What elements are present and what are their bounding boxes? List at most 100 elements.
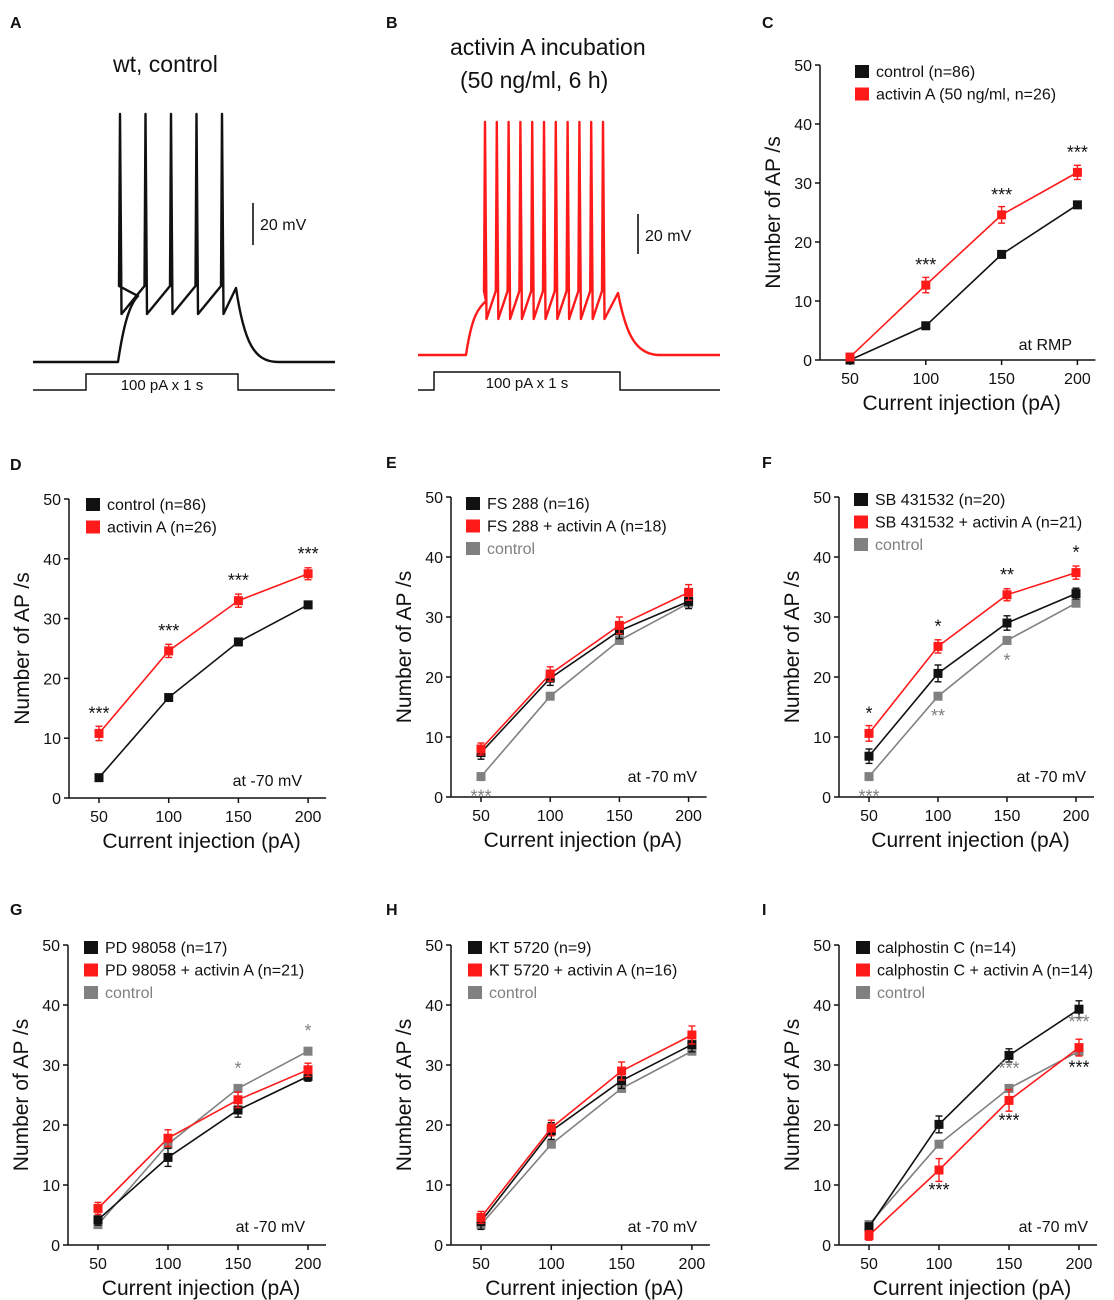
legend-swatch <box>466 542 480 555</box>
significance-stars: * <box>1003 650 1010 670</box>
significance-stars: *** <box>1068 1012 1089 1032</box>
series-2 <box>845 164 1082 362</box>
legend-swatch <box>856 986 870 999</box>
legend-swatch <box>468 963 482 977</box>
y-tick-label: 0 <box>52 791 61 808</box>
x-axis-title: Current injection (pA) <box>873 1277 1071 1300</box>
data-point <box>476 772 486 782</box>
y-tick-label: 30 <box>813 610 831 627</box>
significance-stars: * <box>934 616 941 636</box>
legend-label: KT 5720 + activin A (n=16) <box>489 963 677 980</box>
data-point <box>1004 1083 1014 1093</box>
significance-stars: *** <box>998 1110 1019 1130</box>
x-axis-title: Current injection (pA) <box>871 829 1069 852</box>
legend-swatch <box>86 520 100 534</box>
data-point <box>1071 589 1081 599</box>
legend-label: control <box>487 541 535 558</box>
y-axis-title: Number of AP /s <box>393 1019 416 1172</box>
data-point <box>614 620 624 630</box>
data-point <box>933 641 943 651</box>
x-tick-label: 100 <box>912 371 939 388</box>
data-point <box>933 668 943 678</box>
series-3 <box>93 1046 313 1230</box>
legend-swatch <box>854 515 868 529</box>
data-point <box>546 1123 556 1133</box>
stimulus-step <box>33 373 335 391</box>
y-tick-label: 40 <box>42 998 60 1015</box>
panel-letter: G <box>10 902 22 919</box>
data-point <box>864 1230 874 1240</box>
series-line <box>98 573 309 734</box>
data-point <box>997 210 1007 220</box>
x-tick-label: 200 <box>1064 371 1091 388</box>
x-tick-label: 150 <box>225 809 252 826</box>
series-1 <box>93 1070 313 1226</box>
data-point <box>545 669 555 679</box>
chart-panel-d: D 0 10 20 30 40 50 50 100 150 200 Current injection… <box>10 457 327 853</box>
significance-stars: *** <box>298 544 319 564</box>
significance-stars: * <box>865 703 872 723</box>
significance-stars: *** <box>991 185 1012 205</box>
data-point <box>921 321 931 331</box>
series-line <box>97 1075 309 1221</box>
data-point <box>864 772 874 782</box>
series-3 <box>476 1046 697 1230</box>
legend-swatch <box>856 963 870 977</box>
series-3 <box>476 598 694 782</box>
data-point <box>1004 1050 1014 1060</box>
y-tick-label: 20 <box>425 670 443 687</box>
x-tick-label: 200 <box>295 809 322 826</box>
data-point <box>1074 1043 1084 1053</box>
panel-letter: I <box>762 902 766 919</box>
x-tick-label: 100 <box>155 809 182 826</box>
y-tick-label: 40 <box>813 998 831 1015</box>
legend-label: activin A (50 ng/ml, n=26) <box>876 87 1056 104</box>
series-2 <box>864 1038 1084 1241</box>
data-point <box>864 751 874 761</box>
legend-label: control <box>877 985 925 1002</box>
scale-bar-label: 20 mV <box>645 228 692 245</box>
data-point <box>233 596 243 606</box>
x-tick-label: 50 <box>89 1256 107 1273</box>
stimulus-label: 100 pA x 1 s <box>121 377 204 394</box>
series-3 <box>864 598 1081 782</box>
data-point <box>233 1105 243 1115</box>
x-tick-label: 100 <box>926 1256 953 1273</box>
significance-stars: * <box>304 1021 311 1041</box>
legend-swatch <box>855 65 869 78</box>
x-tick-label: 50 <box>90 809 108 826</box>
legend-swatch <box>86 498 100 511</box>
series-1 <box>94 600 313 783</box>
condition-annotation: at -70 mV <box>628 769 698 786</box>
y-tick-label: 20 <box>813 670 831 687</box>
significance-stars: *** <box>228 571 249 591</box>
legend-swatch <box>856 941 870 954</box>
chart-panel-g: G 0 10 20 30 40 50 50 100 150 200 Current injection… <box>10 902 326 1300</box>
significance-stars: *** <box>1068 1058 1089 1078</box>
series-line <box>97 1050 309 1226</box>
legend-swatch <box>466 519 480 533</box>
y-tick-label: 40 <box>425 998 443 1015</box>
significance-stars: *** <box>915 255 936 275</box>
data-point <box>303 569 313 579</box>
legend-swatch <box>466 497 480 510</box>
significance-stars: * <box>234 1058 241 1078</box>
data-point <box>997 249 1007 259</box>
legend-label: SB 431532 + activin A (n=21) <box>875 515 1082 532</box>
y-tick-label: 50 <box>425 938 443 955</box>
legend-swatch <box>855 87 869 101</box>
data-point <box>1072 200 1082 210</box>
series-2 <box>864 565 1081 742</box>
y-tick-label: 50 <box>42 938 60 955</box>
y-tick-label: 20 <box>42 1118 60 1135</box>
chart-panel-f: F 0 10 20 30 40 50 50 100 150 200 Current injection… <box>762 455 1094 852</box>
data-point <box>94 728 104 738</box>
data-point <box>687 1030 697 1040</box>
data-point <box>164 646 174 656</box>
y-tick-label: 20 <box>794 235 812 252</box>
series-1 <box>864 587 1081 765</box>
legend-swatch <box>854 493 868 506</box>
data-point <box>921 280 931 290</box>
stimulus-label: 100 pA x 1 s <box>486 375 569 392</box>
